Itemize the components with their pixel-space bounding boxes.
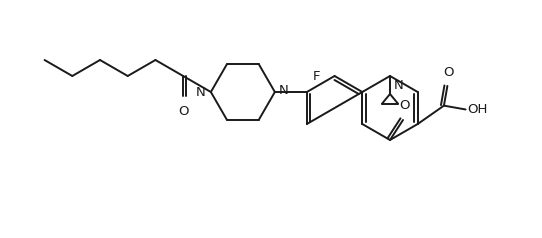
Text: F: F <box>313 69 320 83</box>
Text: OH: OH <box>467 103 488 116</box>
Text: N: N <box>196 85 206 99</box>
Text: O: O <box>178 105 189 118</box>
Text: O: O <box>443 66 454 79</box>
Text: N: N <box>394 79 404 92</box>
Text: N: N <box>279 84 288 96</box>
Text: O: O <box>399 99 409 112</box>
